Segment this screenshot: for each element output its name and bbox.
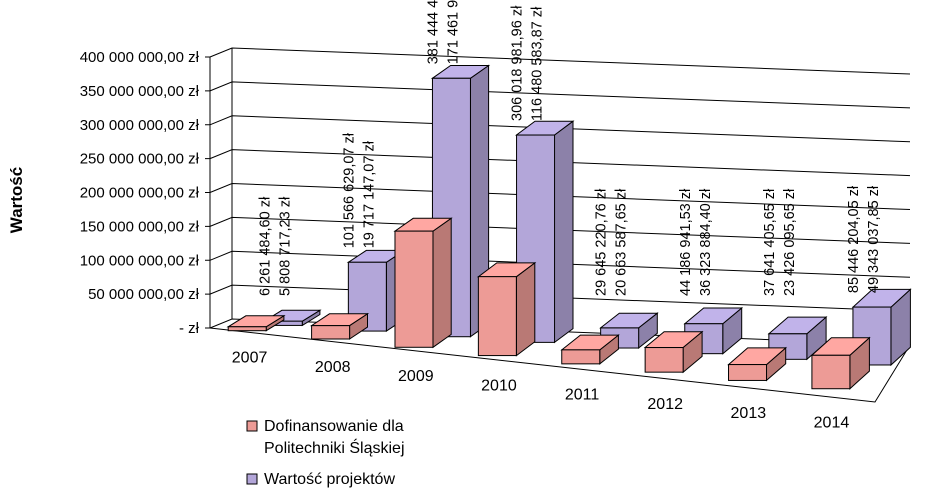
bar: [643, 330, 704, 374]
bar: [226, 314, 286, 332]
x-tick-label: 2013: [731, 405, 767, 422]
bar: [309, 312, 370, 340]
x-tick-label: 2012: [647, 396, 683, 413]
x-tick-label: 2009: [398, 368, 434, 385]
y-tick-label: 150 000 000,00 zł: [80, 218, 200, 235]
x-tick-label: 2011: [565, 387, 600, 404]
bar-front: [477, 276, 517, 357]
y-tick-label: 50 000 000,00 zł: [88, 286, 200, 303]
bar-front: [561, 349, 601, 365]
bar: [560, 334, 620, 365]
bar-front: [644, 347, 684, 373]
data-label: 19 717 147,07 zł: [361, 140, 377, 248]
bar-front: [227, 326, 267, 332]
x-tick-label: 2014: [814, 414, 850, 431]
legend-label: Politechniki Śląskiej: [264, 438, 405, 457]
bar-side: [432, 217, 452, 349]
data-label: 6 261 484,60 zł: [257, 196, 273, 296]
bar-front: [811, 354, 851, 390]
data-label: 101 566 629,07 zł: [341, 132, 357, 248]
legend-label: Dofinansowanie dla: [264, 418, 404, 435]
bar-side: [515, 261, 536, 357]
y-tick-label: 300 000 000,00 zł: [80, 117, 200, 134]
data-label: 116 480 583,87 zł: [530, 6, 546, 121]
y-tick-label: - zł: [179, 320, 200, 337]
data-label: 20 663 587,65 zł: [614, 188, 630, 296]
bar: [727, 346, 788, 382]
bar: [851, 288, 912, 367]
bar: [767, 316, 828, 361]
data-label: 5 808 717,23 zł: [277, 196, 293, 296]
bar: [810, 336, 871, 390]
data-label: 85 446 204,05 zł: [846, 185, 862, 293]
data-label: 381 444 413,95 zł: [425, 0, 441, 64]
data-label: 36 323 884,40 zł: [698, 188, 714, 296]
y-tick-label: 350 000 000,00 zł: [80, 83, 200, 100]
y-axis-title: Wartość: [7, 167, 26, 233]
x-tick-label: 2007: [232, 350, 268, 367]
data-label: 37 641 405,65 zł: [762, 188, 778, 296]
data-label: 171 461 913,58 zł: [445, 0, 461, 64]
bar: [683, 306, 744, 355]
y-tick-label: 200 000 000,00 zł: [80, 185, 200, 202]
bar: [476, 261, 537, 357]
legend-swatch: [246, 420, 258, 432]
bar: [599, 312, 659, 350]
data-label: 44 186 941,53 zł: [678, 188, 694, 296]
bar-front: [311, 325, 351, 340]
bar-front: [728, 364, 768, 381]
x-tick-label: 2008: [315, 359, 351, 376]
data-label: 306 018 981,96 zł: [510, 5, 526, 121]
bar: [393, 217, 453, 349]
x-tick-label: 2010: [481, 377, 517, 394]
y-tick-label: 100 000 000,00 zł: [80, 252, 200, 269]
bar-side: [554, 120, 574, 344]
data-label: 23 426 095,65 zł: [782, 188, 798, 296]
y-tick-label: 250 000 000,00 zł: [80, 151, 200, 168]
data-label: 29 645 220,76 zł: [594, 188, 610, 296]
bar-front: [394, 230, 434, 348]
legend-label: Wartość projektów: [264, 471, 395, 488]
legend-swatch: [246, 473, 258, 485]
y-tick-label: 400 000 000,00 zł: [80, 49, 200, 66]
data-label: 49 343 037,85 zł: [866, 185, 882, 293]
